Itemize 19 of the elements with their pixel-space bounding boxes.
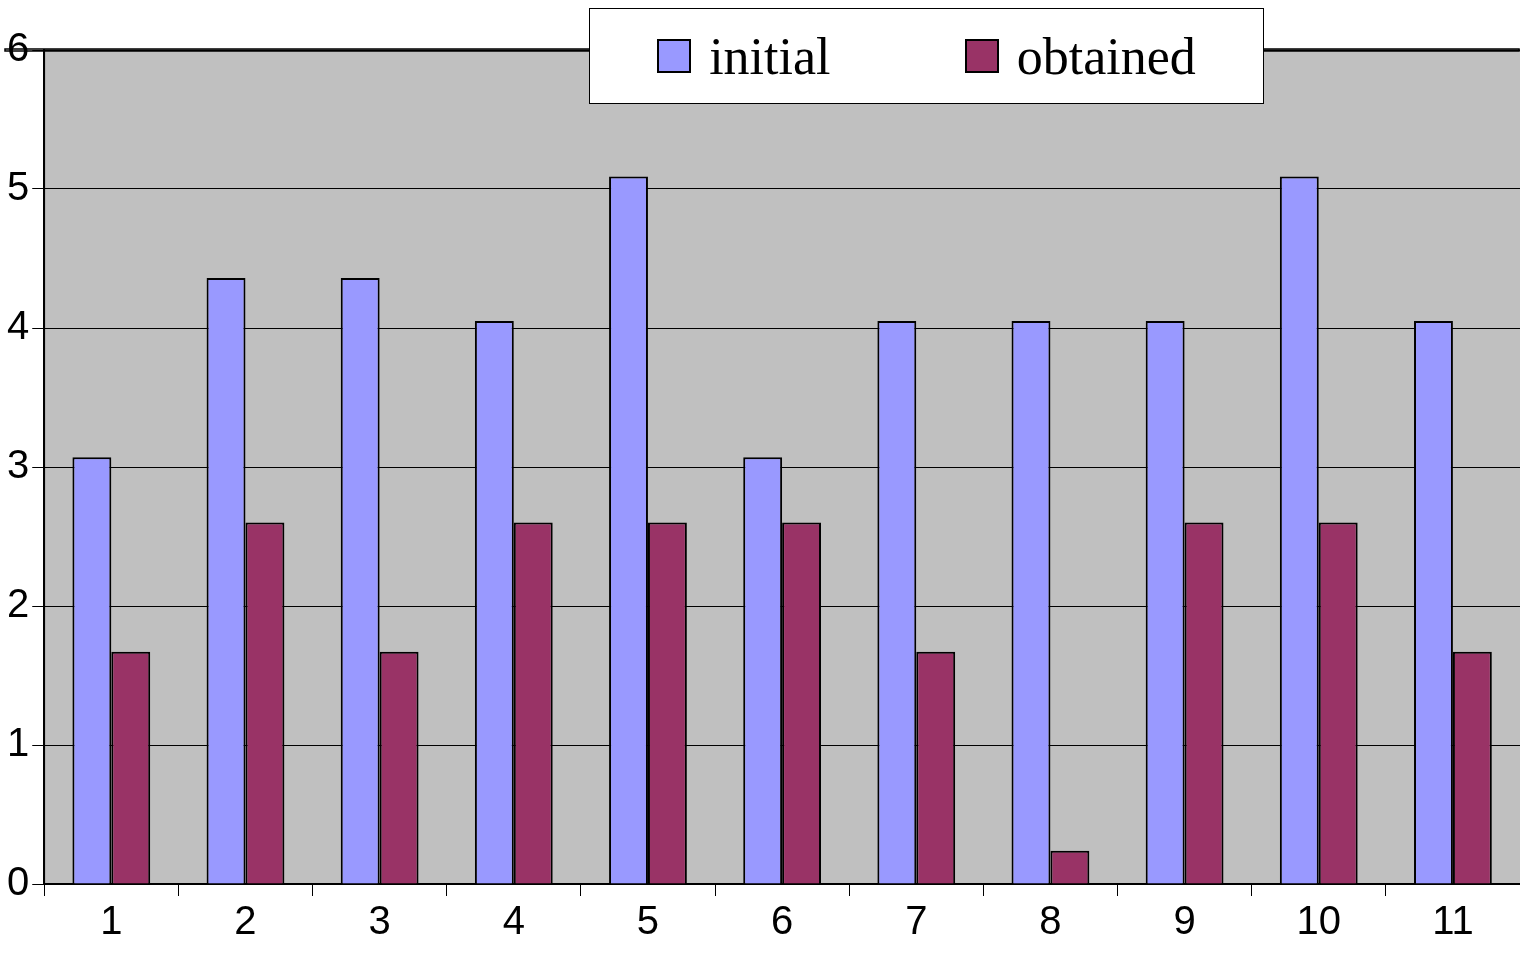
y-tick-label: 0 xyxy=(7,859,30,904)
y-tick-label: 5 xyxy=(7,164,30,209)
x-tick-label: 5 xyxy=(636,898,660,943)
x-tick-label: 7 xyxy=(905,898,928,943)
y-tick-label: 1 xyxy=(7,720,30,765)
y-tick-label: 2 xyxy=(7,581,30,626)
x-tick-label: 2 xyxy=(234,898,257,943)
legend-label: initial xyxy=(709,26,831,86)
y-tick-label: 4 xyxy=(7,303,30,348)
x-tick-label: 3 xyxy=(368,898,391,943)
legend-label: obtained xyxy=(1016,26,1196,86)
x-tick-label: 1 xyxy=(100,898,123,943)
x-tick-label: 9 xyxy=(1173,898,1196,943)
x-tick-label: 11 xyxy=(1432,898,1474,943)
x-tick-label: 6 xyxy=(771,898,794,943)
x-tick-label: 10 xyxy=(1296,898,1342,943)
y-tick-label: 3 xyxy=(7,442,30,487)
x-tick-label: 4 xyxy=(502,898,525,943)
x-tick-label: 8 xyxy=(1039,898,1062,943)
